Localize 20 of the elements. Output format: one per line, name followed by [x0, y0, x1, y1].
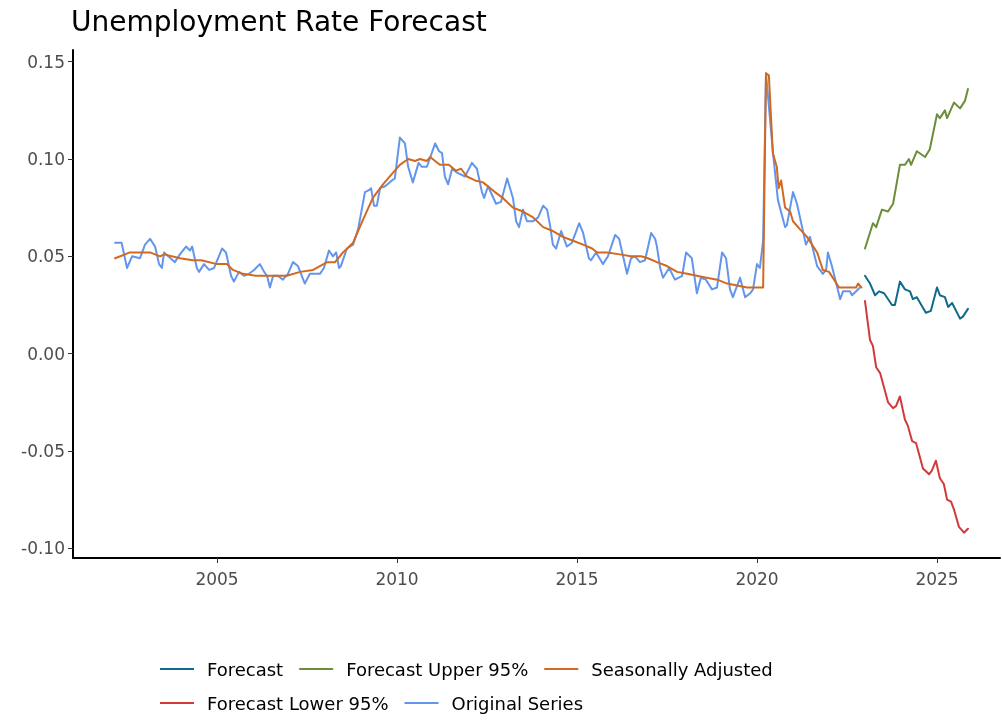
- line-series: [864, 300, 969, 534]
- legend-label: Forecast Upper 95%: [346, 658, 529, 680]
- y-tick-label: 0.05: [27, 246, 65, 267]
- x-tick-label: 2005: [195, 568, 239, 589]
- legend-label: Seasonally Adjusted: [591, 658, 773, 680]
- y-tick-label: 0.15: [27, 51, 65, 72]
- x-tick-label: 2020: [735, 568, 779, 589]
- legend-label: Forecast: [207, 658, 284, 680]
- chart-title: Unemployment Rate Forecast: [71, 4, 487, 38]
- legend-label: Original Series: [451, 692, 584, 714]
- line-series: [864, 87, 969, 250]
- y-tick-label: 0.00: [27, 343, 65, 364]
- y-tick-label: -0.10: [21, 538, 65, 559]
- y-tick-label: -0.05: [21, 440, 65, 461]
- legend-label: Forecast Lower 95%: [207, 692, 389, 714]
- x-tick-label: 2010: [375, 568, 419, 589]
- x-tick-label: 2015: [555, 568, 599, 589]
- y-tick-label: 0.10: [27, 149, 65, 169]
- line-series: [864, 274, 969, 320]
- x-tick-label: 2025: [915, 568, 959, 589]
